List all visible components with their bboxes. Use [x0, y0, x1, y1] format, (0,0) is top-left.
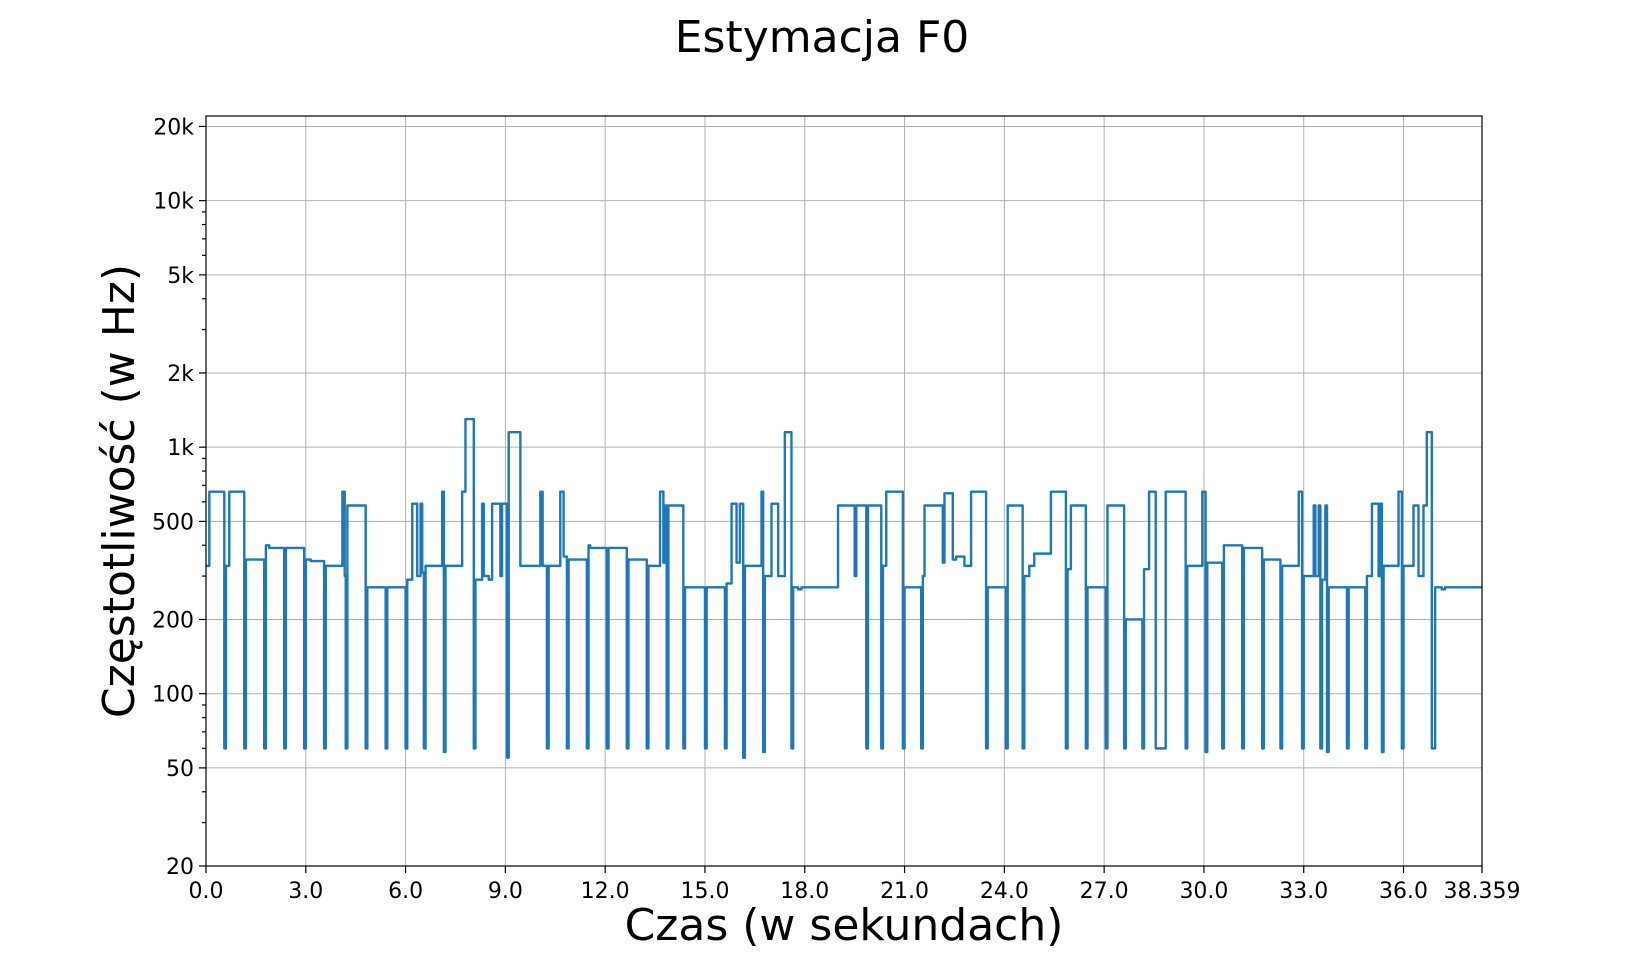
- x-tick-label: 38.359: [1444, 879, 1521, 904]
- x-tick-label: 36.0: [1379, 879, 1428, 904]
- y-tick-label: 20k: [153, 115, 194, 140]
- y-tick-label: 5k: [167, 264, 194, 289]
- x-tick-label: 33.0: [1279, 879, 1328, 904]
- y-tick-label: 20: [166, 855, 194, 880]
- plot-frame: [205, 115, 1483, 867]
- y-tick-label: 1k: [167, 436, 194, 461]
- y-axis-label: Częstotliwość (w Hz): [94, 264, 145, 718]
- ticks: 0.0 3.0 6.0 9.0 12.0 15.0 18.0 21.0 24.0 27.0 30.0…: [152, 115, 1520, 904]
- x-tick-label: 0.0: [189, 879, 224, 904]
- x-tick-label: 6.0: [388, 879, 423, 904]
- x-axis-label: Czas (w sekundach): [625, 900, 1064, 951]
- y-tick-label: 100: [152, 683, 194, 708]
- x-tick-label: 15.0: [680, 879, 729, 904]
- f0-series-line: [206, 417, 1482, 759]
- y-tick-label: 10k: [153, 190, 194, 215]
- y-tick-label: 200: [152, 608, 194, 633]
- series-layer: [206, 417, 1482, 759]
- chart-title: Estymacja F0: [675, 12, 970, 63]
- x-tick-label: 12.0: [581, 879, 630, 904]
- y-tick-label: 500: [152, 510, 194, 535]
- x-tick-label: 9.0: [488, 879, 523, 904]
- x-tick-label: 21.0: [880, 879, 929, 904]
- y-tick-label: 50: [166, 757, 194, 782]
- x-tick-label: 18.0: [780, 879, 829, 904]
- x-tick-label: 3.0: [288, 879, 323, 904]
- y-tick-label: 2k: [167, 362, 194, 387]
- x-tick-label: 27.0: [1080, 879, 1129, 904]
- x-tick-label: 24.0: [980, 879, 1029, 904]
- x-tick-label: 30.0: [1179, 879, 1228, 904]
- grid: [205, 116, 1483, 867]
